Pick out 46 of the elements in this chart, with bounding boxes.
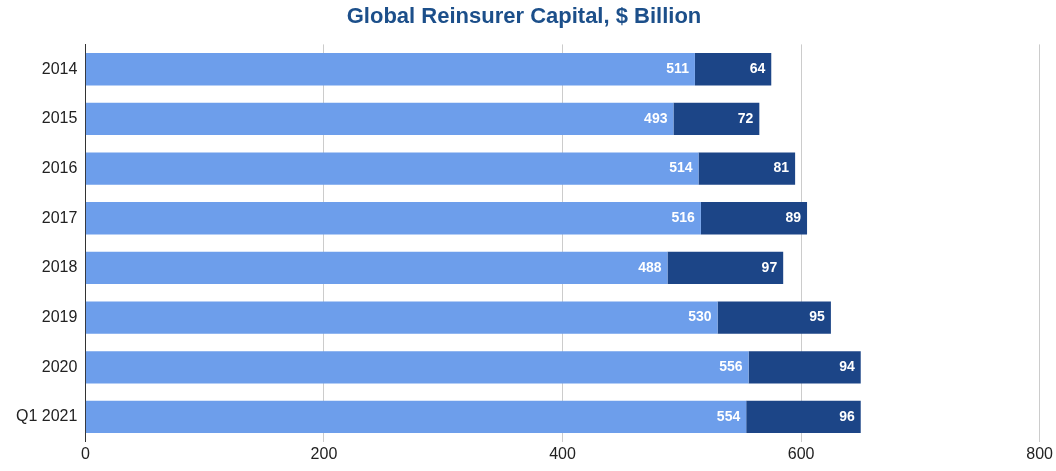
bar — [700, 202, 808, 235]
data-label: 72 — [737, 109, 754, 126]
bar — [85, 102, 674, 136]
bar — [85, 351, 749, 384]
data-label: 64 — [749, 60, 766, 77]
bar — [85, 400, 747, 434]
data-label: 89 — [785, 209, 802, 226]
x-tick-label: 0 — [80, 444, 90, 462]
bar — [748, 351, 861, 384]
bar — [85, 53, 695, 86]
data-label: 556 — [719, 358, 743, 375]
x-tick-label: 400 — [549, 444, 576, 462]
data-label: 94 — [839, 358, 855, 375]
data-label: 514 — [669, 159, 693, 176]
y-tick-label: 2017 — [41, 208, 78, 226]
data-label: 81 — [773, 159, 790, 176]
y-tick-label: Q1 2021 — [15, 407, 78, 425]
bar — [698, 152, 796, 185]
bar — [746, 400, 861, 434]
data-label: 96 — [839, 407, 855, 424]
data-label: 511 — [666, 60, 690, 77]
y-tick-label: 2019 — [41, 308, 78, 326]
bar — [667, 251, 784, 285]
y-tick-label: 2014 — [41, 59, 78, 77]
data-label: 97 — [761, 258, 778, 275]
y-tick-label: 2016 — [41, 158, 78, 176]
bar — [717, 301, 831, 334]
bar — [694, 53, 772, 86]
data-label: 95 — [809, 308, 826, 325]
x-tick-label: 600 — [787, 444, 815, 462]
chart-title: Global Reinsurer Capital, $ Billion — [346, 3, 702, 29]
y-tick-label: 2018 — [41, 258, 78, 276]
data-label: 493 — [644, 109, 668, 126]
bar — [85, 251, 668, 285]
bar — [85, 202, 701, 235]
bar — [673, 102, 760, 136]
y-tick-label: 2020 — [41, 357, 78, 375]
y-tick-label: 2015 — [41, 109, 78, 127]
bar — [85, 301, 718, 334]
data-label: 516 — [671, 209, 696, 226]
data-label: 488 — [638, 258, 662, 275]
data-label: 554 — [716, 407, 741, 424]
x-tick-label: 800 — [1026, 444, 1054, 462]
bar — [85, 152, 699, 185]
x-tick-label: 200 — [310, 444, 338, 462]
data-label: 530 — [688, 308, 712, 325]
